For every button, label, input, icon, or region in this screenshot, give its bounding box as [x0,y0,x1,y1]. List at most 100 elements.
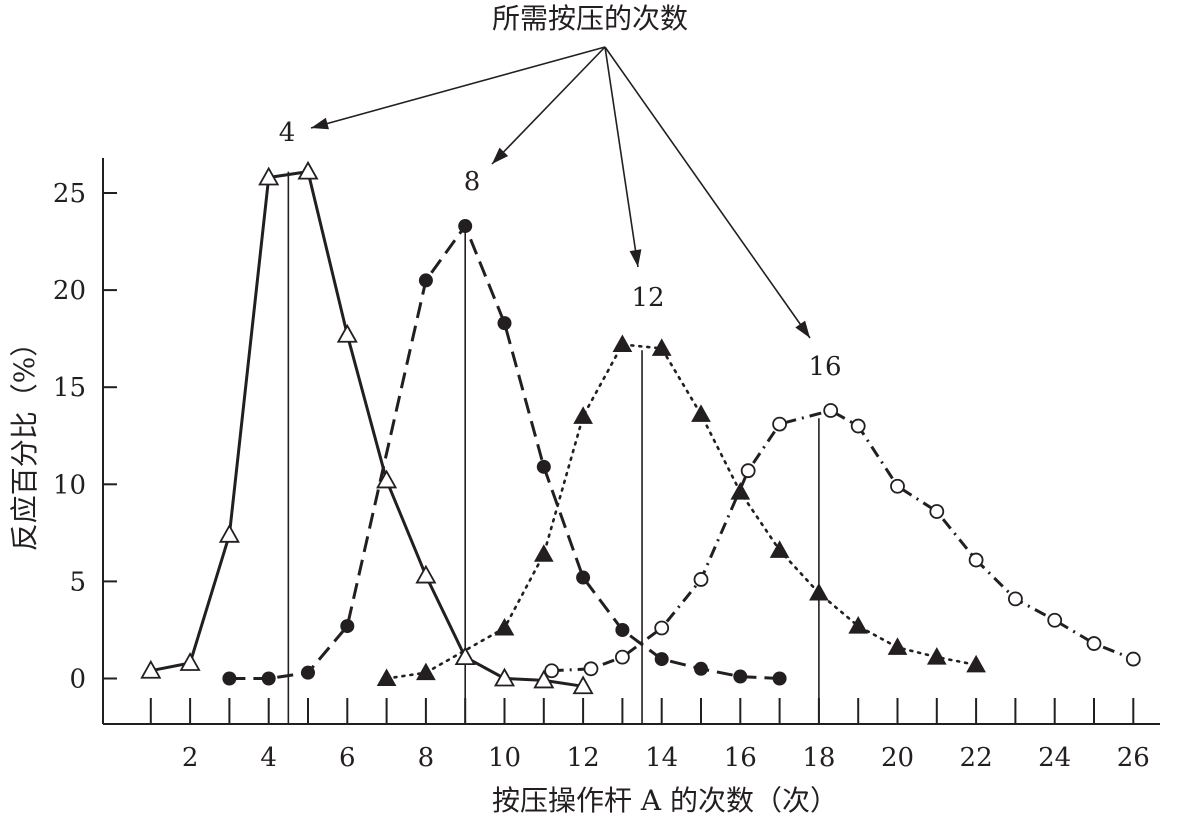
annotation-label-8: 8 [464,167,481,197]
arrow-head-3 [795,320,810,338]
point-12-7 [691,404,711,422]
x-tick-label-6: 6 [339,743,356,773]
y-tick-label-5: 5 [69,567,86,597]
point-12-12 [887,637,908,655]
point-16-11 [968,552,984,568]
point-12-5 [612,334,633,352]
point-4-7 [415,564,437,584]
point-16-0 [544,663,560,679]
point-8-8 [576,570,591,585]
annotation-label-12: 12 [631,283,664,313]
annotation-label-16: 16 [808,352,841,382]
point-4-3 [258,166,280,186]
x-tick-label-8: 8 [418,743,435,773]
point-16-4 [693,572,709,587]
point-8-11 [694,661,708,676]
point-12-11 [848,616,869,634]
x-tick-label-4: 4 [260,743,277,773]
point-12-6 [651,338,672,356]
arrow-head-2 [629,249,642,267]
point-4-11 [572,675,594,695]
arrow-head-1 [492,147,509,164]
point-8-6 [497,316,512,331]
arrow-line-0 [310,46,606,129]
x-tick-label-18: 18 [802,743,835,773]
point-16-3 [654,620,670,636]
point-12-1 [416,662,436,681]
arrow-line-1 [491,46,606,165]
y-ticks: 0 5 10 15 20 25 [53,179,117,695]
point-16-15 [1125,651,1141,667]
point-16-8 [850,418,866,434]
y-tick-label-25: 25 [53,179,86,209]
point-8-3 [340,619,355,634]
y-tick-label-20: 20 [53,276,86,306]
point-4-1 [179,652,201,671]
x-tick-label-2: 2 [182,743,199,773]
y-tick-label-10: 10 [53,470,86,500]
x-ticks: 2 4 6 8 10 12 14 16 18 20 22 24 26 [149,698,1150,773]
point-4-5 [336,323,358,343]
y-tick-label-15: 15 [53,373,86,403]
point-4-8 [454,646,476,666]
series-line-12 [385,343,978,680]
y-tick-label-0: 0 [69,665,86,695]
annotation-label-4: 4 [279,118,296,148]
point-4-2 [218,523,240,543]
point-12-13 [926,647,947,665]
x-tick-label-20: 20 [881,743,914,773]
x-tick-label-26: 26 [1117,743,1150,773]
x-tick-label-22: 22 [960,743,993,773]
point-8-5 [458,219,473,234]
x-tick-label-12: 12 [567,743,600,773]
point-4-10 [533,669,555,689]
series-line-8 [229,224,780,680]
series-12 [376,334,986,686]
point-12-4 [573,406,593,424]
point-16-12 [1008,591,1023,607]
point-12-0 [376,668,397,686]
point-8-2 [301,665,315,680]
point-12-9 [769,540,790,558]
point-12-2 [494,617,515,636]
series-4 [140,160,594,695]
point-16-10 [929,504,945,519]
point-16-9 [890,478,905,494]
series-group [140,160,1141,695]
point-16-14 [1086,636,1102,651]
chart-title: 所需按压的次数 [492,2,688,35]
x-tick-label-24: 24 [1038,743,1071,773]
reference-lines [287,171,820,724]
x-tick-label-14: 14 [645,743,678,773]
series-line-4 [150,170,584,688]
arrow-head-0 [311,117,329,130]
arrow-line-2 [604,46,639,268]
y-axis-title: 反应百分比（%） [8,329,41,552]
point-8-1 [261,671,276,686]
point-12-3 [533,544,554,562]
point-4-4 [297,160,319,180]
point-16-7 [823,403,839,418]
arrow-line-3 [604,46,811,339]
point-12-14 [966,654,986,673]
x-tick-label-10: 10 [488,743,521,773]
point-8-4 [418,273,433,288]
point-8-10 [654,652,669,667]
point-4-0 [140,659,162,679]
series-line-16 [551,409,1134,673]
point-8-12 [733,669,748,684]
point-8-9 [615,622,630,637]
point-16-5 [740,463,756,479]
x-axis-title: 按压操作杆 A 的次数（次） [492,784,838,817]
point-12-10 [809,583,829,601]
series-16 [544,403,1141,679]
point-16-1 [583,661,599,677]
point-16-2 [615,649,630,665]
point-16-13 [1047,612,1063,628]
point-4-9 [493,667,516,687]
point-8-7 [536,459,551,474]
point-8-13 [772,671,787,686]
series-8 [222,219,787,686]
point-8-0 [222,671,237,686]
